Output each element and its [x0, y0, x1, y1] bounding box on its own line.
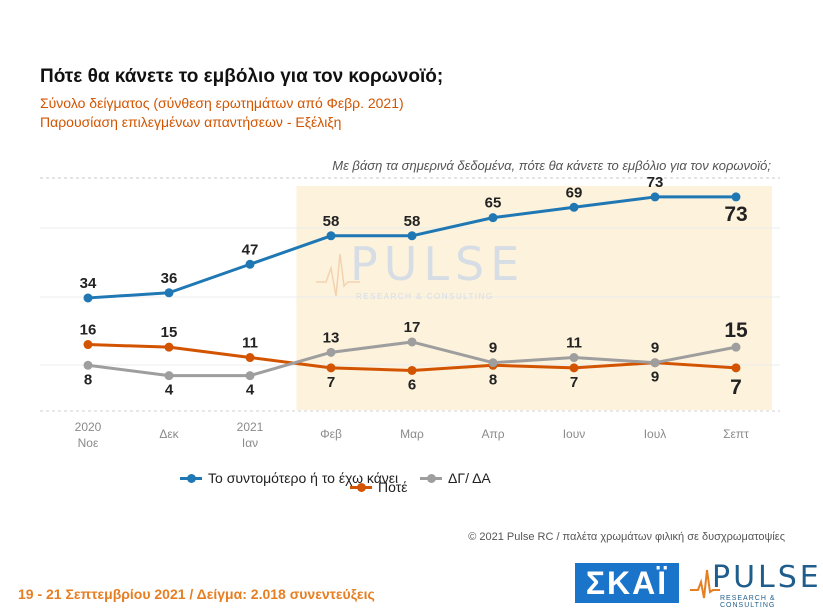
watermark-word: PULSE: [350, 237, 525, 291]
question-text: Με βάση τα σημερινά δεδομένα, πότε θα κά…: [332, 158, 771, 173]
orange-line-marker-icon: [350, 483, 372, 492]
data-point: [569, 363, 579, 373]
x-tick-label: Φεβ: [320, 427, 342, 441]
data-label: 73: [647, 174, 664, 191]
data-label: 9: [651, 369, 659, 386]
x-tick-label: 2020: [75, 420, 102, 434]
data-point: [245, 371, 255, 381]
data-point: [407, 365, 417, 375]
data-point: [731, 192, 741, 202]
data-label: 7: [327, 374, 335, 391]
data-label: 4: [246, 382, 255, 399]
data-label: 58: [404, 213, 421, 230]
data-point: [326, 347, 336, 357]
copyright-note: © 2021 Pulse RC / παλέτα χρωμάτων φιλική…: [468, 531, 785, 543]
survey-dates: 19 - 21 Σεπτεμβρίου 2021 / Δείγμα: 2.018…: [18, 586, 375, 602]
highlight-region: [296, 186, 772, 410]
data-point: [326, 363, 336, 373]
pulse-logo: PULSE RESEARCH & CONSULTING: [690, 560, 819, 609]
data-label: 8: [489, 371, 497, 388]
legend-label: ΔΓ/ ΔΑ: [448, 470, 491, 486]
legend-label: Ποτέ: [378, 479, 408, 495]
chart-subtitle-2: Παρουσίαση επιλεγμένων απαντήσεων - Εξέλ…: [40, 114, 342, 130]
data-label: 15: [724, 319, 748, 342]
chart-title: Πότε θα κάνετε το εμβόλιο για τον κορωνο…: [40, 66, 444, 87]
data-point: [83, 340, 93, 350]
data-point: [164, 288, 174, 298]
data-label: 47: [242, 241, 259, 258]
data-label: 7: [730, 376, 742, 399]
data-label: 6: [408, 376, 416, 393]
data-point: [245, 353, 255, 363]
data-label: 9: [651, 340, 659, 357]
data-label: 9: [489, 340, 497, 357]
data-label: 13: [323, 329, 340, 346]
x-tick-label: Μαρ: [400, 427, 424, 441]
data-label: 73: [724, 203, 747, 226]
data-point: [731, 342, 741, 352]
data-label: 36: [161, 270, 178, 287]
data-point: [83, 293, 93, 303]
data-point: [731, 363, 741, 373]
skai-logo: ΣΚΑΪ: [575, 563, 679, 603]
data-label: 58: [323, 213, 340, 230]
pulse-wave-icon: [690, 569, 720, 599]
data-point: [83, 360, 93, 370]
watermark-wave-icon: [316, 253, 360, 297]
data-point: [245, 259, 255, 269]
chart-subtitle: Σύνολο δείγματος (σύνθεση ερωτημάτων από…: [40, 95, 404, 111]
data-label: 4: [165, 382, 174, 399]
data-label: 11: [566, 335, 582, 352]
pulse-logo-word: PULSE: [712, 560, 822, 595]
x-tick-label: Ιουν: [563, 427, 586, 441]
legend-item-dk-na: ΔΓ/ ΔΑ: [420, 470, 491, 487]
data-point: [407, 231, 417, 241]
data-label: 8: [84, 371, 92, 388]
data-point: [488, 213, 498, 223]
legend-item-earliest: Το συντομότερο ή το έχω κάνει: [180, 470, 399, 487]
legend-item-never: Ποτέ: [350, 479, 407, 496]
data-point: [326, 231, 336, 241]
data-point: [569, 202, 579, 212]
data-point: [407, 337, 417, 347]
x-tick-label: 2021: [237, 420, 264, 434]
data-label: 69: [566, 184, 583, 201]
x-tick-label: Ιαν: [242, 436, 258, 450]
x-tick-label: Νοε: [78, 436, 99, 450]
data-point: [164, 342, 174, 352]
data-label: 65: [485, 195, 502, 212]
gray-line-marker-icon: [420, 474, 442, 483]
legend-label: Το συντομότερο ή το έχω κάνει: [208, 470, 399, 486]
x-tick-label: Δεκ: [159, 427, 179, 441]
data-label: 15: [161, 324, 178, 341]
x-tick-label: Απρ: [481, 427, 504, 441]
data-point: [164, 371, 174, 381]
blue-line-marker-icon: [180, 474, 202, 483]
data-label: 16: [80, 322, 97, 339]
x-tick-label: Ιουλ: [644, 427, 667, 441]
data-point: [650, 358, 660, 368]
x-tick-label: Σεπτ: [723, 427, 749, 441]
data-point: [650, 192, 660, 202]
watermark-tagline: RESEARCH & CONSULTING: [356, 292, 494, 301]
data-point: [488, 358, 498, 368]
data-point: [569, 353, 579, 363]
data-label: 34: [80, 275, 97, 292]
data-label: 17: [404, 319, 421, 336]
pulse-logo-tagline: RESEARCH & CONSULTING: [720, 595, 776, 609]
data-label: 7: [570, 374, 578, 391]
data-label: 11: [242, 335, 258, 352]
